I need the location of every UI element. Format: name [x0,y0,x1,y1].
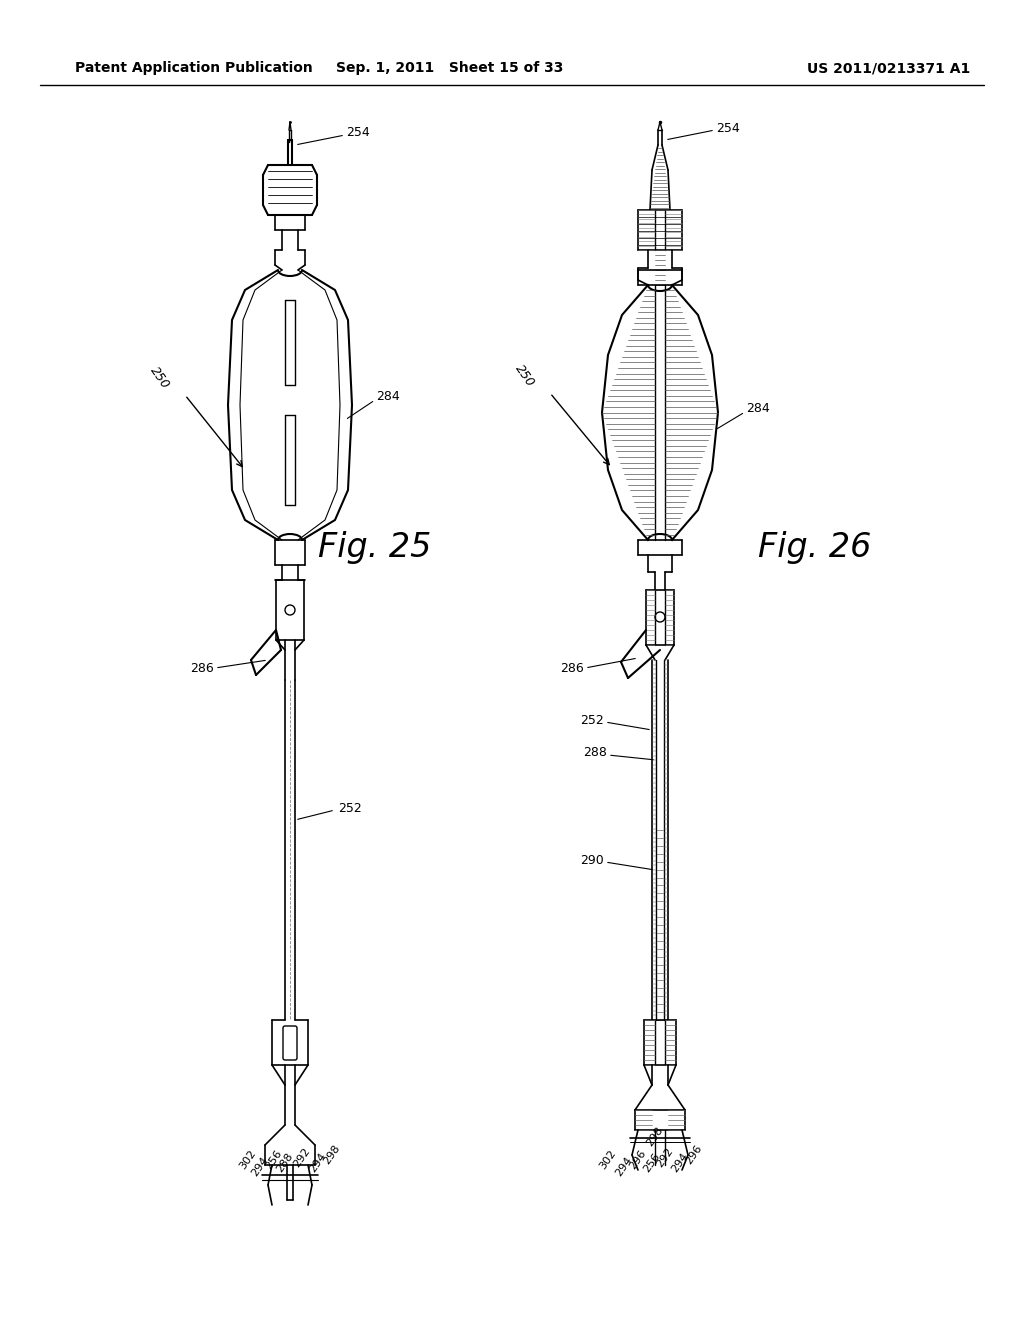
Text: 294: 294 [613,1155,634,1179]
Text: 252: 252 [581,714,604,726]
Text: 250: 250 [147,364,172,392]
Text: 284: 284 [376,391,400,404]
Text: Patent Application Publication: Patent Application Publication [75,61,312,75]
Text: 250: 250 [513,363,538,389]
Text: 292: 292 [292,1146,312,1170]
Text: 256: 256 [642,1151,663,1175]
Text: Sep. 1, 2011   Sheet 15 of 33: Sep. 1, 2011 Sheet 15 of 33 [336,61,563,75]
Text: 254: 254 [716,121,740,135]
Text: 302: 302 [238,1148,258,1172]
Text: 256: 256 [264,1148,284,1172]
Text: 294: 294 [308,1151,329,1175]
Text: 296: 296 [684,1143,705,1167]
Text: Fig. 25: Fig. 25 [318,532,432,565]
Text: 284: 284 [746,401,770,414]
Text: Fig. 26: Fig. 26 [759,532,871,565]
Text: 286: 286 [560,661,584,675]
Text: 302: 302 [598,1148,618,1172]
Text: 288: 288 [583,747,607,759]
Text: 288: 288 [274,1151,295,1175]
Text: 294: 294 [670,1151,690,1175]
Text: 298: 298 [322,1143,342,1167]
Text: 252: 252 [338,801,361,814]
Text: 294: 294 [250,1155,270,1179]
Text: 298: 298 [645,1126,666,1148]
Text: 254: 254 [346,127,370,140]
Text: 286: 286 [190,661,214,675]
Text: US 2011/0213371 A1: US 2011/0213371 A1 [807,61,970,75]
Text: 296: 296 [628,1148,648,1172]
Text: 292: 292 [654,1146,675,1170]
Text: 290: 290 [581,854,604,866]
